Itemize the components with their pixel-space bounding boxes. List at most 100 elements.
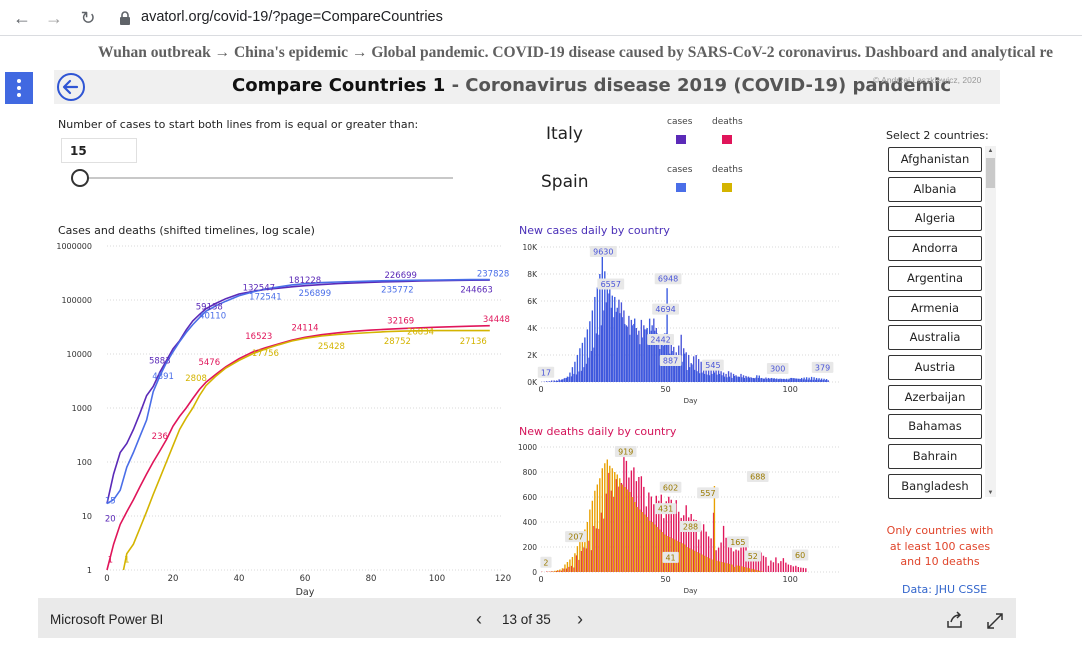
country-option-armenia[interactable]: Armenia xyxy=(888,295,982,321)
data-label: 236 xyxy=(152,432,168,442)
next-page-icon[interactable]: › xyxy=(577,609,583,629)
bar xyxy=(668,353,671,382)
bar xyxy=(767,377,770,382)
bar xyxy=(760,552,762,572)
bar xyxy=(736,565,738,572)
bar xyxy=(610,307,613,382)
address-bar-url[interactable]: avatorl.org/covid-19/?page=CompareCountr… xyxy=(141,9,443,25)
data-label: 431 xyxy=(658,505,673,514)
country-option-austria[interactable]: Austria xyxy=(888,354,982,380)
forward-arrow-icon[interactable]: → xyxy=(45,8,63,28)
bar xyxy=(686,370,688,382)
bar xyxy=(733,566,736,573)
data-label: 379 xyxy=(815,363,830,372)
country-option-bangladesh[interactable]: Bangladesh xyxy=(888,473,982,499)
x-axis-label: Day xyxy=(684,587,698,595)
bar xyxy=(545,381,548,382)
bar xyxy=(584,529,586,572)
bar xyxy=(583,547,585,572)
bar xyxy=(717,369,720,382)
bar xyxy=(713,372,716,382)
data-label-bg xyxy=(746,471,769,482)
country-option-algeria[interactable]: Algeria xyxy=(888,206,982,232)
scroll-down-arrow-icon[interactable]: ▼ xyxy=(987,490,994,496)
bar xyxy=(748,377,750,382)
bar xyxy=(559,380,561,382)
previous-page-icon[interactable]: ‹ xyxy=(476,609,482,629)
bar xyxy=(711,373,713,382)
powerbi-brand[interactable]: Microsoft Power BI xyxy=(50,612,164,627)
scrollbar-track[interactable] xyxy=(985,146,996,497)
bar xyxy=(590,350,593,382)
data-label: 235772 xyxy=(381,286,413,296)
bar xyxy=(598,528,600,573)
scroll-up-arrow-icon[interactable]: ▲ xyxy=(987,148,994,154)
bar xyxy=(730,547,732,572)
menu-kebab-icon[interactable] xyxy=(5,72,33,104)
bar xyxy=(752,559,755,573)
threshold-input[interactable]: 15 xyxy=(61,138,137,163)
bar xyxy=(810,376,813,382)
country-option-andorra[interactable]: Andorra xyxy=(888,236,982,262)
data-label-bg xyxy=(697,487,719,499)
bar xyxy=(648,520,651,572)
bar xyxy=(568,376,570,382)
slider-track[interactable] xyxy=(80,177,453,179)
bar xyxy=(705,363,707,382)
bar xyxy=(711,559,713,572)
bar xyxy=(823,378,825,382)
bar xyxy=(737,550,740,572)
bar xyxy=(653,504,655,572)
bar xyxy=(731,377,733,382)
bar xyxy=(586,329,589,382)
reload-icon[interactable]: ↻ xyxy=(80,8,96,28)
country-option-albania[interactable]: Albania xyxy=(888,176,982,202)
data-label-bg xyxy=(589,246,617,257)
bar xyxy=(636,334,638,382)
country-option-bahamas[interactable]: Bahamas xyxy=(888,414,982,440)
bar xyxy=(700,361,702,382)
back-arrow-icon[interactable]: ← xyxy=(13,8,31,28)
bar xyxy=(605,493,608,573)
bar xyxy=(707,536,710,573)
country-option-argentina[interactable]: Argentina xyxy=(888,265,982,291)
bar xyxy=(563,378,565,383)
bar xyxy=(688,367,691,382)
x-tick-label: 50 xyxy=(660,385,670,394)
data-label: 207 xyxy=(568,533,583,542)
bar xyxy=(621,484,623,572)
bar xyxy=(645,506,648,573)
country-option-azerbaijan[interactable]: Azerbaijan xyxy=(888,384,982,410)
y-tick-label: 100 xyxy=(77,458,92,467)
data-label-bg xyxy=(679,521,702,532)
share-icon[interactable] xyxy=(944,608,966,632)
x-tick-label: 120 xyxy=(495,574,511,584)
bar xyxy=(675,352,677,382)
country-option-afghanistan[interactable]: Afghanistan xyxy=(888,147,982,172)
bar xyxy=(556,570,559,573)
back-button[interactable] xyxy=(57,73,85,101)
data-label: 28752 xyxy=(384,337,411,347)
bar xyxy=(825,380,827,382)
slider-handle[interactable] xyxy=(71,169,89,187)
data-source-link[interactable]: Data: JHU CSSE xyxy=(902,583,988,596)
bar xyxy=(693,369,696,382)
bar xyxy=(651,325,653,382)
data-label-bg xyxy=(811,361,834,373)
country-option-australia[interactable]: Australia xyxy=(888,325,982,351)
legend-swatch-spain-deaths xyxy=(722,183,732,192)
country-option-bahrain[interactable]: Bahrain xyxy=(888,444,982,469)
bar xyxy=(726,563,728,572)
legend-country-2: Spain xyxy=(541,172,589,192)
bar xyxy=(656,527,658,572)
bar xyxy=(639,509,641,572)
scrollbar-thumb[interactable] xyxy=(986,158,995,188)
bar xyxy=(780,561,782,573)
bar xyxy=(768,378,770,383)
bar xyxy=(558,379,560,382)
bar xyxy=(713,486,716,572)
bar xyxy=(606,459,608,572)
bar xyxy=(634,502,636,572)
fullscreen-icon[interactable] xyxy=(984,608,1006,632)
bar xyxy=(683,353,686,382)
